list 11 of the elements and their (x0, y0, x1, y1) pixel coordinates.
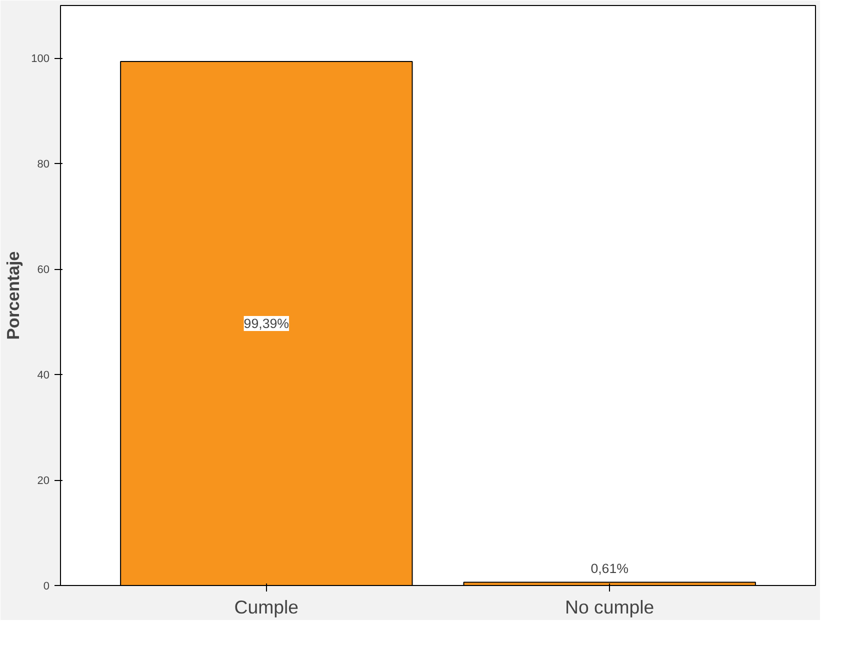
y-axis-title: Porcentaje (3, 250, 24, 340)
data-label: 0,61% (590, 560, 629, 576)
y-tick-label: 20 (37, 475, 50, 488)
data-label: 99,39% (244, 316, 290, 331)
y-tick-label: 0 (43, 580, 50, 592)
y-tick-label: 100 (31, 53, 50, 66)
x-tick-label: Cumple (234, 596, 299, 618)
y-tick-label: 40 (37, 370, 50, 382)
x-tick-label: No cumple (565, 596, 654, 618)
y-tick-label: 60 (37, 264, 50, 276)
y-tick-label: 80 (37, 158, 50, 171)
